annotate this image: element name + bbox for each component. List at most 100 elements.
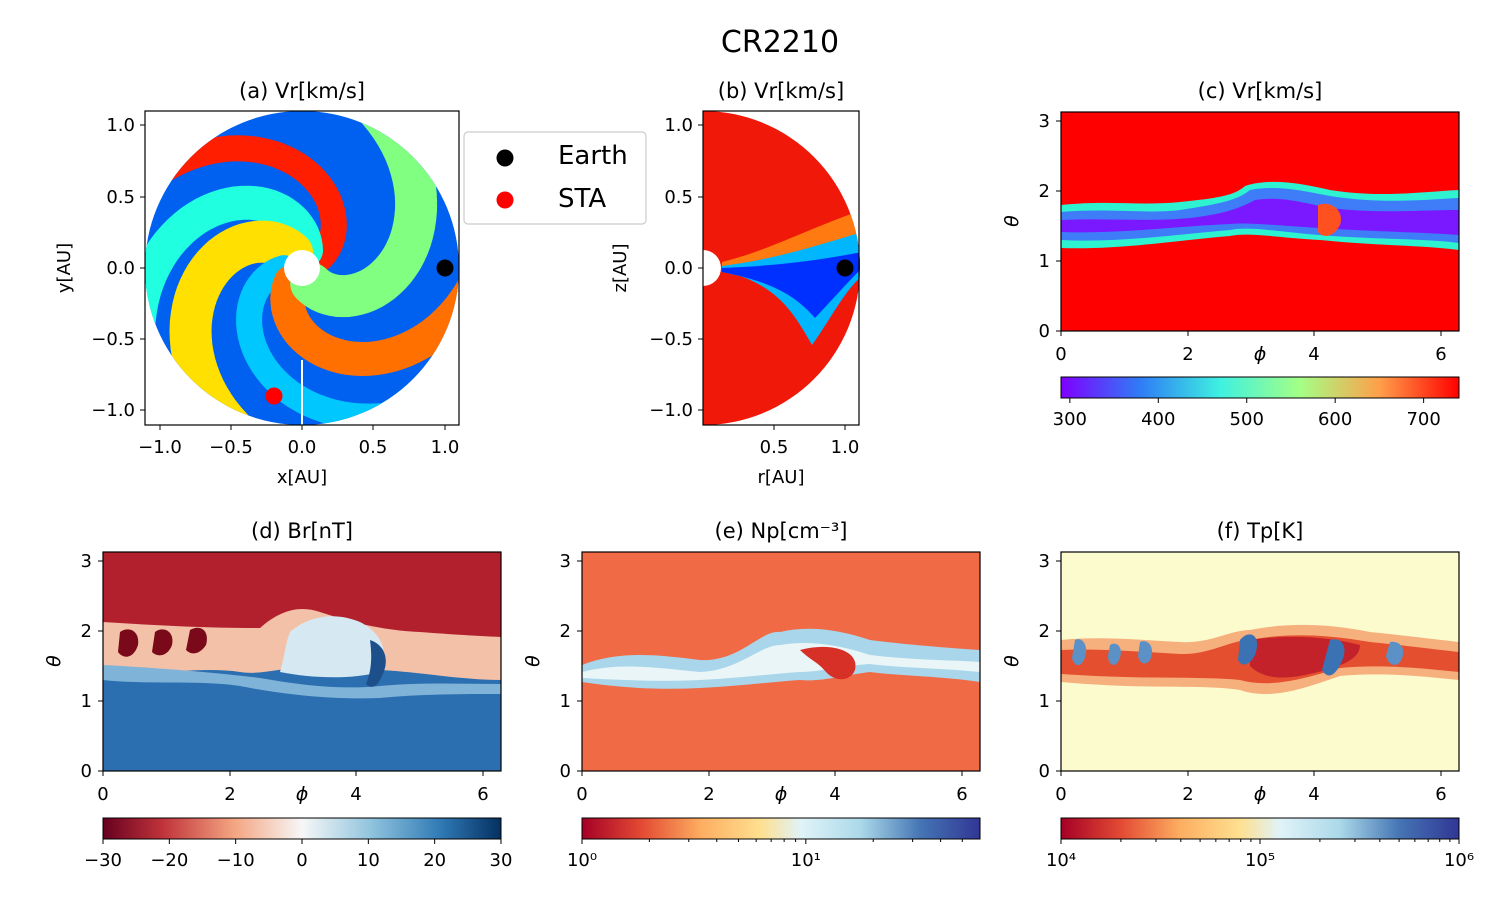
panel-a-spiral-streams [145,111,459,425]
panel-c-xticks: 0 2 4 6 [1055,331,1447,365]
panel-a-xtick-label: −1.0 [138,437,182,458]
panel-a-heatmap [145,111,459,425]
panel-d-xticks: 0 2 4 6 [97,771,489,805]
panel-a-ytick-label: −1.0 [91,400,135,421]
panel-d-xtick-label: 6 [477,784,488,805]
panel-d-ytick-label: 2 [81,621,92,642]
panel-f-ytick-label: 2 [1039,621,1050,642]
spiral-stream [290,111,438,318]
legend-sta-label: STA [558,184,606,214]
panel-c-ytick-label: 3 [1039,111,1050,132]
spiral-stream [236,255,412,425]
panel-b-heatmap [703,111,860,425]
panel-f-ytick-label: 0 [1039,761,1050,782]
colorbar-tick-label: 400 [1141,409,1175,430]
panel-a-xticks: −1.0 −0.5 0.0 0.5 1.0 [138,425,459,458]
panel-d-colorbar-ticks: −30 −20 −10 0 10 20 30 [84,839,512,871]
panel-d-title: (d) Br[nT] [251,519,353,543]
panel-c-title: (c) Vr[km/s] [1198,79,1323,103]
panel-f-xlabel: ϕ [1254,783,1267,805]
panel-c-yticks: 0 1 2 3 [1039,111,1061,342]
panel-f-xtick-label: 2 [1182,784,1193,805]
colorbar-tick-label: 10⁴ [1046,850,1076,871]
panel-e-ytick-label: 2 [560,621,571,642]
panel-c-ytick-label: 1 [1039,251,1050,272]
panel-c-xtick-label: 6 [1435,344,1446,365]
colorbar-tick-label: −20 [150,850,188,871]
panel-e-ytick-label: 3 [560,551,571,572]
spiral-stream [145,185,323,347]
panel-a: (a) Vr[km/s] −1.0 −0.5 0.0 0.5 1.0 −1.0 … [54,79,460,488]
panel-e-ytick-label: 0 [560,761,571,782]
panel-d-ylabel: θ [43,655,65,667]
panel-e-ylabel: θ [522,655,544,667]
colorbar-tick-label: 600 [1318,409,1352,430]
panel-a-ytick-label: 1.0 [106,115,135,136]
panel-c-colorbar-gradient [1060,376,1460,399]
panel-f-colorbar-gradient [1060,817,1460,840]
panel-a-sta-marker [265,387,283,405]
panel-c-ylabel: θ [1001,215,1023,227]
panel-a-earth-marker [436,259,454,277]
panel-f: (f) Tp[K] 0 2 4 6 ϕ 0 1 2 3 [1001,519,1474,871]
panel-b: (b) Vr[km/s] 0.5 1.0 −1.0 −0.5 0.0 0.5 1… [610,79,860,488]
panel-a-ytick-label: 0.0 [106,258,135,279]
panel-f-colorbar: 10⁴ 10⁵ 10⁶ [1046,817,1474,871]
panel-c-xtick-label: 0 [1055,344,1066,365]
panel-f-xtick-label: 6 [1435,784,1446,805]
panel-a-xlabel: x[AU] [277,467,327,488]
panel-d-colorbar: −30 −20 −10 0 10 20 30 [84,817,512,871]
panel-b-ylabel: z[AU] [610,244,631,293]
panel-e-xtick-label: 0 [576,784,587,805]
panel-b-ytick-label: 0.5 [664,187,693,208]
panel-b-xtick-label: 1.0 [831,437,860,458]
panel-f-xtick-label: 4 [1308,784,1319,805]
panel-d-ytick-label: 0 [81,761,92,782]
spiral-stream [145,135,347,274]
panel-d-xlabel: ϕ [296,783,309,805]
panel-e-xtick-label: 2 [703,784,714,805]
panel-b-xtick-label: 0.5 [760,437,789,458]
panel-a-ytick-label: −0.5 [91,329,135,350]
panel-e-colorbar: 10⁰ 10¹ [567,817,981,871]
panel-f-xticks: 0 2 4 6 [1055,771,1447,805]
panel-a-ytick-label: 0.5 [106,187,135,208]
panel-a-xtick-label: 1.0 [431,437,460,458]
panel-c-ytick-label: 0 [1039,321,1050,342]
panel-e: (e) Np[cm⁻³] 0 2 4 6 ϕ 0 1 2 3 θ 10⁰ 10¹ [522,519,981,871]
panel-e-xtick-label: 4 [829,784,840,805]
legend-sta-marker [496,191,514,209]
panel-f-ytick-label: 1 [1039,691,1050,712]
panel-a-xtick-label: 0.5 [359,437,388,458]
colorbar-tick-label: 10¹ [791,850,821,871]
panel-b-ytick-label: 1.0 [664,115,693,136]
panel-e-yticks: 0 1 2 3 [560,551,582,782]
panel-d-ytick-label: 1 [81,691,92,712]
panel-a-yticks: −1.0 −0.5 0.0 0.5 1.0 [91,115,145,421]
panel-c-colorbar-ticks: 300 400 500 600 700 [1053,398,1441,430]
panel-d: (d) Br[nT] 0 2 4 6 ϕ 0 1 2 3 θ [43,519,512,871]
panel-f-heatmap [1061,552,1459,771]
panel-c-xlabel: ϕ [1254,343,1267,365]
panel-a-title: (a) Vr[km/s] [239,79,365,103]
panel-e-colorbar-ticks: 10⁰ 10¹ [567,839,963,871]
spiral-stream [169,220,314,425]
panel-d-frame [102,551,502,772]
colorbar-tick-label: −30 [84,850,122,871]
panel-b-yticks: −1.0 −0.5 0.0 0.5 1.0 [649,115,703,421]
panel-d-heatmap [103,552,501,771]
panel-b-xlabel: r[AU] [758,467,805,488]
panel-d-xtick-label: 0 [97,784,108,805]
panel-a-ylabel: y[AU] [54,243,75,293]
panel-b-ytick-label: 0.0 [664,258,693,279]
colorbar-tick-label: 0 [296,850,307,871]
legend-earth-label: Earth [558,141,628,171]
panel-f-colorbar-ticks: 10⁴ 10⁵ 10⁶ [1046,839,1474,871]
panel-c-xtick-label: 2 [1182,344,1193,365]
panel-e-frame [581,551,981,772]
panel-e-title: (e) Np[cm⁻³] [715,519,848,543]
panel-d-xtick-label: 4 [350,784,361,805]
panel-f-ylabel: θ [1001,655,1023,667]
colorbar-tick-label: 10⁰ [567,850,597,871]
